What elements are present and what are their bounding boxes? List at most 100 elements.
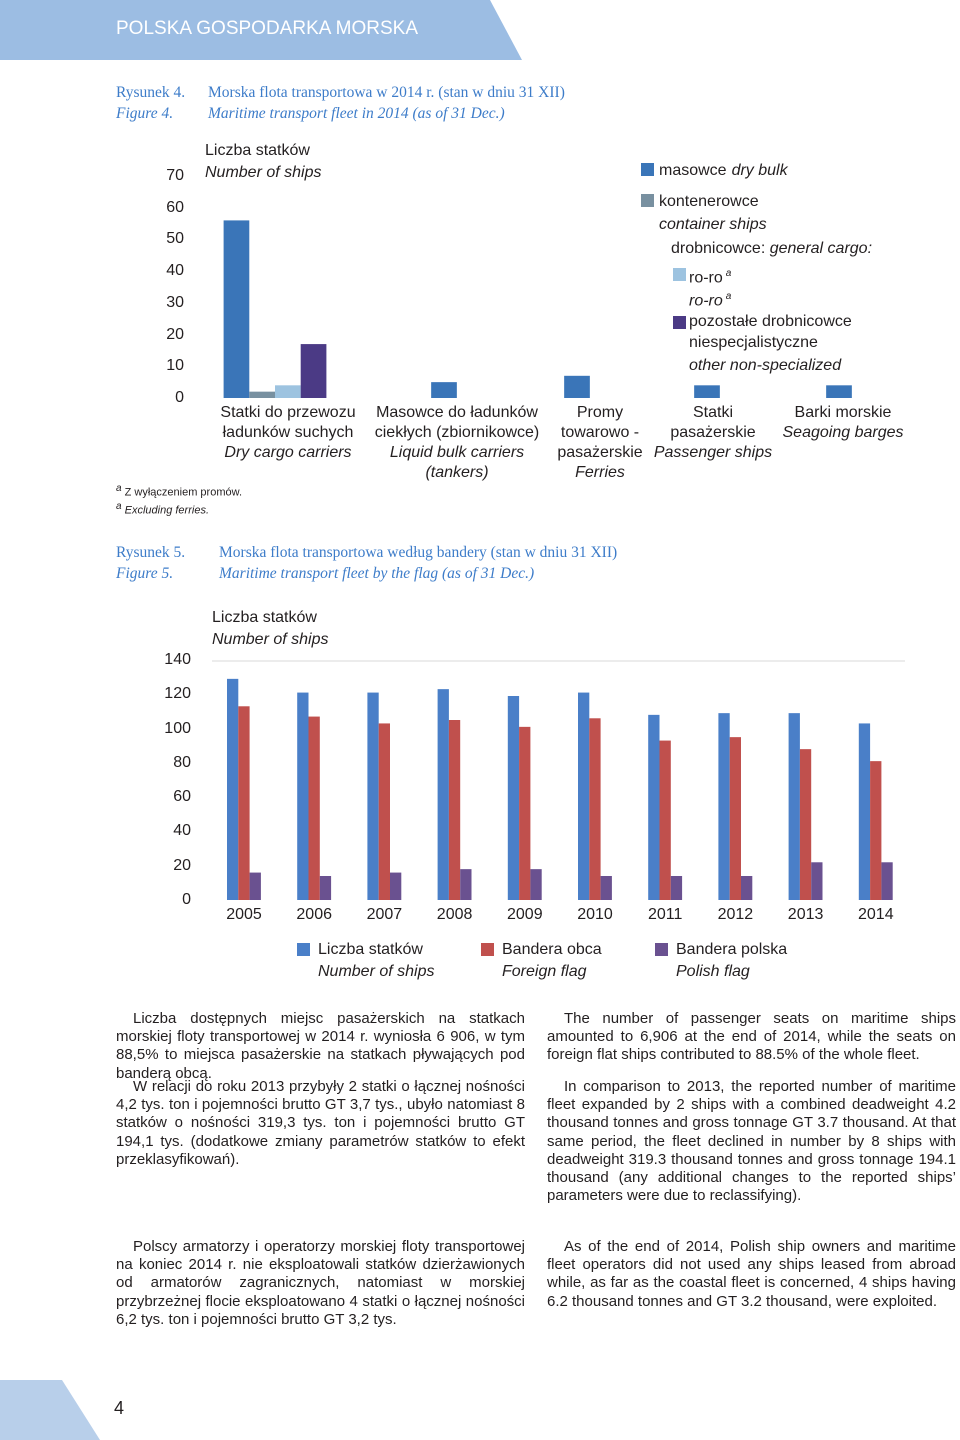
bar [729, 737, 741, 900]
category-name: Statki do przewozu ładunków suchych [220, 404, 356, 441]
x-tick-label: 2011 [647, 906, 683, 923]
bar [670, 876, 683, 900]
legend-note: a [725, 291, 732, 302]
y-axis-label: Liczba statków [212, 609, 317, 626]
category-name: Promy towarowo -pasażerskie [557, 404, 643, 461]
bar [319, 876, 332, 900]
legend-swatch [297, 943, 310, 956]
legend-entry: kontenerowce [659, 191, 759, 212]
bar [437, 689, 449, 900]
y-tick-label: 100 [164, 719, 191, 737]
legend-name-en: Foreign flag [502, 963, 587, 980]
figure-title-en: Maritime transport fleet by the flag (as… [219, 565, 535, 582]
x-tick-label: Statki do przewozu ładunków suchych Dry c… [213, 403, 363, 463]
figure-title: Morska flota transportowa według bandery… [219, 544, 618, 561]
legend-group-title: drobnicowce: [671, 240, 766, 257]
bar [648, 714, 660, 900]
bar [308, 716, 320, 900]
category-name: Masowce do ładunków ciekłych (zbiornikow… [374, 404, 540, 441]
paragraph: As of the end of 2014, Polish ship owner… [547, 1238, 956, 1310]
legend-swatch [673, 316, 686, 329]
header-title: POLSKA GOSPODARKA MORSKA [116, 18, 418, 39]
bar [249, 391, 275, 398]
bar [367, 692, 379, 900]
category-name-en: Passenger ships [653, 444, 773, 461]
y-tick-label: 40 [166, 262, 184, 280]
x-tick-label: Statki pasażerskie Passenger ships [651, 403, 776, 463]
y-tick-label: 20 [166, 325, 184, 343]
paragraph: In comparison to 2013, the reported numb… [547, 1078, 956, 1205]
y-tick-label: 140 [164, 651, 191, 668]
legend-entry: masowce dry bulk [659, 160, 788, 181]
bar [460, 869, 472, 900]
legend-name-en: dry bulk [731, 162, 788, 179]
legend-entry-en: other non-specialized [689, 355, 841, 376]
bar [858, 723, 871, 900]
bar [297, 692, 309, 900]
bar [275, 385, 301, 398]
bar [788, 713, 800, 900]
legend-name: Bandera polska [676, 941, 788, 958]
header-band [0, 0, 522, 60]
legend-name: Bandera obca [502, 941, 602, 958]
legend-swatch [481, 943, 494, 956]
category-name: Statki pasażerskie [670, 404, 756, 441]
y-tick-label: 0 [182, 891, 191, 908]
legend-swatch [641, 194, 654, 207]
legend-name: masowce [659, 162, 727, 179]
figure-label-en: Figure 5. [116, 565, 174, 582]
category-name-en: Ferries [575, 464, 625, 481]
x-tick-label: 2012 [717, 906, 754, 923]
x-tick-label: 2006 [296, 906, 332, 923]
bar [694, 385, 720, 398]
bar [223, 220, 250, 398]
legend-name: ro-ro [689, 269, 723, 287]
y-tick-label: 50 [166, 230, 184, 248]
x-tick-label: Promy towarowo -pasażerskie Ferries [553, 403, 648, 483]
y-tick-label: 10 [166, 357, 184, 375]
bar [227, 678, 239, 900]
bar [390, 872, 402, 900]
bar [530, 869, 542, 900]
bar [578, 692, 590, 900]
category-name-en: Seagoing barges [782, 424, 904, 441]
bar [564, 375, 590, 398]
bar [507, 696, 520, 900]
paragraph: Liczba dostępnych miejsc pasażerskich na… [116, 1010, 525, 1082]
y-tick-label: 40 [173, 822, 191, 840]
legend-name: kontenerowce [659, 193, 759, 210]
figure-label: Rysunek 4. [116, 84, 186, 101]
y-tick-label: 60 [166, 198, 184, 216]
bar [811, 862, 823, 900]
bar [589, 718, 601, 900]
category-name: Barki morskie [794, 404, 892, 421]
footnote: a Z wyłączeniem promów. [116, 482, 242, 500]
corner-band [0, 1380, 100, 1440]
x-tick-label: 2008 [436, 906, 473, 923]
figure-title: Morska flota transportowa w 2014 r. (sta… [208, 84, 565, 101]
legend-name-en: Polish flag [676, 963, 750, 980]
y-tick-label: 120 [164, 685, 191, 703]
legend-entry: ro-ro a [689, 263, 731, 288]
y-tick-label: 60 [173, 788, 191, 806]
bar [238, 706, 250, 900]
bar [826, 385, 852, 398]
y-tick-label: 80 [173, 753, 191, 771]
legend-entry-en: container ships [659, 214, 767, 235]
legend-name-en: container ships [659, 216, 767, 233]
legend-swatch [673, 268, 686, 281]
bar [741, 876, 753, 900]
y-axis-label-en: Number of ships [205, 164, 322, 181]
legend-entry: pozostałe drobnicowce niespecjalistyczne [689, 311, 869, 353]
y-tick-label: 0 [175, 389, 184, 406]
bar [448, 720, 461, 900]
legend-name-en: ro-ro [689, 292, 723, 310]
bar [659, 740, 671, 900]
x-tick-label: 2005 [226, 906, 262, 923]
legend-sup: a [726, 291, 732, 302]
footnote-mark: a [116, 483, 122, 494]
footnote-text: Z wyłączeniem promów. [124, 486, 242, 499]
bar [519, 726, 531, 900]
